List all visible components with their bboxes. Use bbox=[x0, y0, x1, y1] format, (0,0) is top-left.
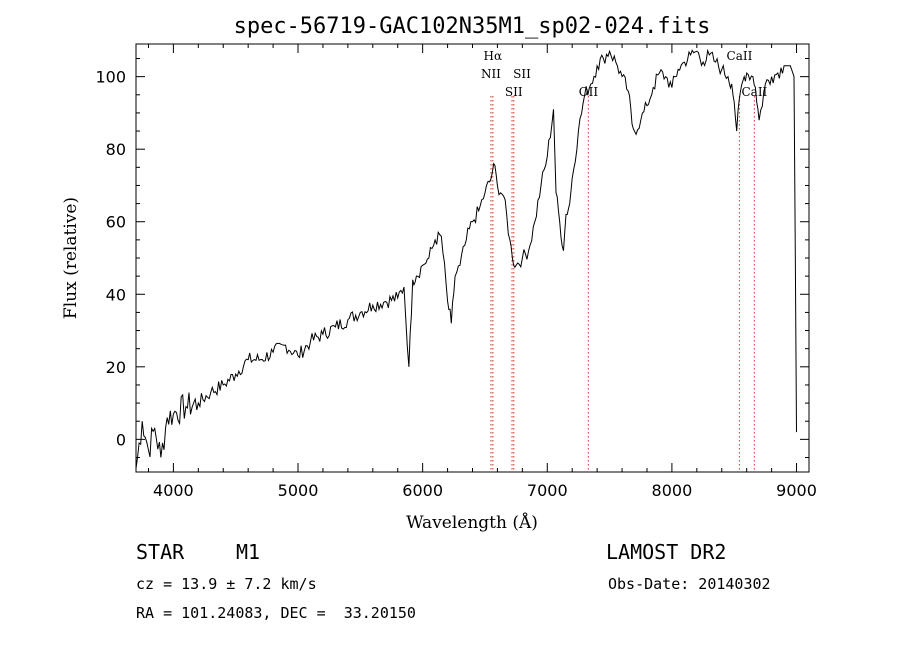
x-tick-label-3: 7000 bbox=[527, 481, 568, 500]
x-axis-title: Wavelength (Å) bbox=[406, 512, 538, 533]
axis-ticks: 4000 5000 6000 7000 8000 9000 0 20 40 60 80 100 bbox=[95, 44, 817, 500]
y-tick-label-2: 40 bbox=[106, 285, 126, 304]
x-tick-label-5: 9000 bbox=[776, 481, 817, 500]
x-tick-label-4: 8000 bbox=[652, 481, 693, 500]
emission-label-1: NII bbox=[481, 67, 501, 81]
chart-title: spec-56719-GAC102N35M1_sp02-024.fits bbox=[234, 14, 711, 39]
emission-label-3: SII bbox=[505, 85, 523, 99]
y-tick-label-0: 0 bbox=[116, 430, 126, 449]
plot-frame bbox=[135, 43, 810, 473]
object-type: STAR bbox=[136, 540, 185, 564]
redshift-value: cz = 13.9 ± 7.2 km/s bbox=[136, 575, 317, 593]
y-tick-label-4: 80 bbox=[106, 140, 126, 159]
emission-label-6: CaII bbox=[741, 85, 767, 99]
observation-date: Obs-Date: 20140302 bbox=[608, 575, 771, 593]
emission-label-0: Hα bbox=[484, 49, 503, 63]
object-subclass: M1 bbox=[236, 540, 261, 564]
y-tick-label-1: 20 bbox=[106, 358, 126, 377]
flux-series-line bbox=[135, 48, 797, 469]
y-axis-title: Flux (relative) bbox=[61, 197, 81, 319]
x-tick-label-0: 4000 bbox=[153, 481, 194, 500]
x-tick-label-1: 5000 bbox=[278, 481, 319, 500]
emission-label-2: SII bbox=[513, 67, 531, 81]
y-tick-label-5: 100 bbox=[95, 68, 126, 87]
survey-name: LAMOST DR2 bbox=[606, 540, 727, 564]
coordinates: RA = 101.24083, DEC = 33.20150 bbox=[136, 604, 416, 622]
y-tick-label-3: 60 bbox=[106, 213, 126, 232]
x-tick-label-2: 6000 bbox=[402, 481, 443, 500]
emission-label-5: CaII bbox=[727, 49, 753, 63]
